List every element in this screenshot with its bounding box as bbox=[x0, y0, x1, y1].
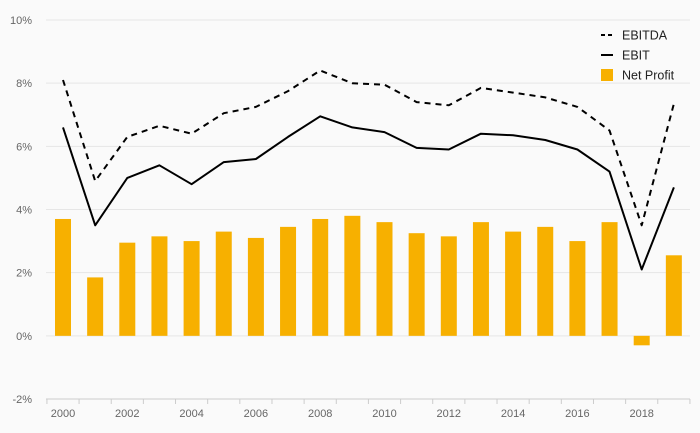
legend-label-net-profit[interactable]: Net Profit bbox=[622, 69, 675, 83]
y-tick-label: -2% bbox=[12, 394, 32, 406]
legend-swatch-net-profit bbox=[601, 69, 613, 81]
net-profit-bar bbox=[312, 218, 329, 336]
x-tick-label: 2002 bbox=[115, 408, 139, 420]
net-profit-bar bbox=[440, 236, 457, 336]
net-profit-bar bbox=[472, 222, 489, 336]
net-profit-bar bbox=[247, 237, 264, 336]
net-profit-bar bbox=[376, 222, 393, 336]
x-tick-label: 2010 bbox=[372, 408, 396, 420]
net-profit-bar bbox=[505, 231, 522, 336]
ebitda-line bbox=[62, 69, 675, 227]
net-profit-bar bbox=[151, 236, 168, 336]
ebit-line bbox=[62, 115, 675, 271]
net-profit-bar bbox=[280, 226, 297, 336]
y-tick-label: 8% bbox=[16, 78, 32, 90]
net-profit-bar bbox=[633, 335, 650, 346]
net-profit-bar bbox=[119, 242, 136, 336]
net-profit-bar bbox=[665, 255, 682, 336]
net-profit-bar bbox=[344, 215, 361, 336]
net-profit-bar bbox=[55, 218, 71, 336]
net-profit-bar bbox=[215, 231, 232, 336]
y-tick-label: 10% bbox=[10, 15, 32, 27]
x-tick-label: 2000 bbox=[51, 408, 75, 420]
y-tick-label: 6% bbox=[16, 141, 32, 153]
x-tick-label: 2004 bbox=[179, 408, 203, 420]
axes: -2% 0% 2% 4% 6% 8% 10% 2000 2002 2004 2006 2008 2010… bbox=[10, 15, 691, 420]
net-profit-bars bbox=[55, 215, 682, 346]
y-tick-label: 2% bbox=[16, 268, 32, 280]
net-profit-bar bbox=[87, 277, 104, 336]
gridlines bbox=[46, 19, 690, 400]
line-series bbox=[62, 69, 675, 271]
x-tick-label: 2006 bbox=[244, 408, 268, 420]
net-profit-bar bbox=[569, 241, 586, 336]
net-profit-bar bbox=[408, 233, 425, 336]
y-tick-label: 4% bbox=[16, 205, 32, 217]
legend-label-ebitda[interactable]: EBITDA bbox=[622, 29, 668, 43]
x-tick-label: 2008 bbox=[308, 408, 332, 420]
x-tick-label: 2016 bbox=[565, 408, 589, 420]
x-tick-label: 2018 bbox=[629, 408, 653, 420]
legend-label-ebit[interactable]: EBIT bbox=[622, 49, 650, 63]
net-profit-bar bbox=[601, 222, 618, 336]
net-profit-bar bbox=[537, 226, 554, 336]
x-tick-label: 2014 bbox=[501, 408, 525, 420]
net-profit-bar bbox=[183, 241, 200, 336]
y-tick-label: 0% bbox=[16, 331, 32, 343]
x-tick-label: 2012 bbox=[437, 408, 461, 420]
legend: EBITDA EBIT Net Profit bbox=[601, 29, 675, 83]
